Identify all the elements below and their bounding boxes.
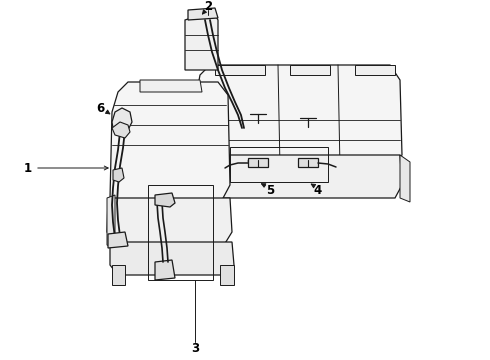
Polygon shape [400,155,410,202]
Polygon shape [112,108,132,132]
Polygon shape [155,260,175,280]
Polygon shape [185,65,402,168]
Polygon shape [355,65,395,75]
Polygon shape [107,195,115,248]
Text: 5: 5 [266,184,274,197]
Polygon shape [107,198,232,245]
Ellipse shape [211,169,239,185]
Polygon shape [140,80,202,92]
Text: 1: 1 [24,162,32,175]
Polygon shape [248,158,268,167]
Polygon shape [108,232,128,248]
Polygon shape [220,265,234,285]
Polygon shape [298,158,318,167]
Ellipse shape [316,169,344,185]
Circle shape [114,236,122,244]
Circle shape [160,265,170,275]
Polygon shape [155,193,175,207]
Polygon shape [188,8,218,20]
Polygon shape [183,155,402,198]
Text: 6: 6 [96,102,104,114]
Ellipse shape [351,169,379,185]
Polygon shape [112,122,130,138]
Text: 3: 3 [191,342,199,355]
Bar [148,185,213,280]
Circle shape [130,210,150,230]
Text: 4: 4 [314,184,322,197]
Polygon shape [183,150,192,202]
Circle shape [158,210,178,230]
Polygon shape [113,168,124,182]
Polygon shape [112,265,125,285]
Polygon shape [185,15,218,70]
Circle shape [186,210,206,230]
Polygon shape [215,65,265,75]
Polygon shape [110,242,234,275]
Polygon shape [110,82,230,200]
Ellipse shape [246,169,274,185]
Ellipse shape [281,169,309,185]
Circle shape [118,117,124,123]
Polygon shape [290,65,330,75]
Bar [230,147,328,182]
Text: 2: 2 [204,0,212,13]
